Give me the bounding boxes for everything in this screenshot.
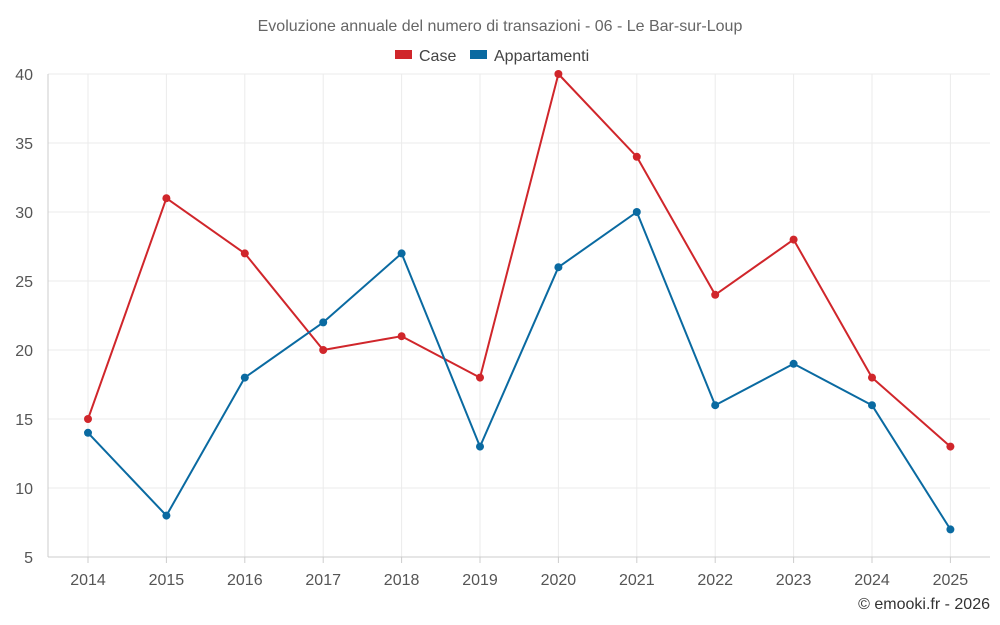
x-tick-label: 2020: [541, 572, 577, 589]
y-axis-ticks: 5 10 15 20 25 30 35 40: [15, 67, 33, 567]
y-tick-label: 5: [24, 550, 33, 567]
x-tick-label: 2019: [462, 572, 498, 589]
x-tick-label: 2025: [933, 572, 969, 589]
data-point-appartamenti: [789, 359, 798, 368]
data-point-appartamenti: [868, 401, 876, 410]
y-tick-label: 40: [15, 67, 33, 84]
legend-swatch-case: [395, 50, 412, 59]
chart-title: Evoluzione annuale del numero di transaz…: [258, 18, 743, 35]
data-point-appartamenti: [946, 525, 955, 534]
x-tick-label: 2021: [619, 572, 655, 589]
series-line-appartamenti: [87, 211, 952, 530]
x-tick-label: 2014: [70, 572, 106, 589]
data-point-case: [397, 332, 406, 341]
data-point-appartamenti: [632, 208, 641, 216]
y-tick-label: 30: [15, 205, 33, 222]
data-point-appartamenti: [240, 373, 249, 382]
y-tick-label: 20: [15, 343, 33, 360]
axes: [47, 74, 990, 563]
y-tick-label: 15: [15, 412, 33, 429]
data-point-case: [162, 194, 171, 203]
data-point-appartamenti: [162, 511, 171, 520]
credit-text: © emooki.fr - 2026: [858, 596, 990, 613]
data-point-appartamenti: [711, 401, 720, 410]
data-point-appartamenti: [84, 428, 92, 437]
data-point-appartamenti: [554, 263, 563, 272]
x-tick-label: 2017: [305, 572, 341, 589]
series-line-case: [87, 73, 952, 448]
y-tick-label: 25: [15, 274, 33, 291]
data-point-case: [632, 152, 641, 161]
data-point-case: [711, 290, 720, 299]
x-tick-label: 2016: [227, 572, 263, 589]
data-point-appartamenti: [397, 249, 406, 258]
series-layer: [84, 70, 955, 534]
data-point-case: [84, 415, 92, 423]
data-point-case: [868, 373, 876, 382]
grid: [48, 73, 990, 557]
data-point-case: [240, 249, 249, 258]
x-tick-label: 2015: [149, 572, 185, 589]
data-point-case: [476, 373, 484, 382]
legend-label-appartamenti: Appartamenti: [494, 48, 589, 65]
data-point-case: [554, 70, 563, 78]
data-point-case: [946, 442, 955, 451]
data-point-appartamenti: [319, 318, 328, 327]
x-tick-label: 2018: [384, 572, 420, 589]
data-point-appartamenti: [476, 442, 484, 451]
x-tick-label: 2023: [776, 572, 812, 589]
x-axis-ticks: 2014 2015 2016 2017 2018 2019 2020 2021 2022 2023…: [70, 572, 968, 589]
y-tick-label: 10: [15, 481, 33, 498]
x-tick-label: 2024: [854, 572, 890, 589]
legend-swatch-appartamenti: [470, 50, 487, 59]
data-point-case: [789, 235, 798, 244]
y-tick-label: 35: [15, 136, 33, 153]
x-tick-label: 2022: [697, 572, 733, 589]
data-point-case: [319, 346, 328, 354]
legend: Case Appartamenti: [395, 48, 589, 65]
legend-label-case: Case: [419, 48, 456, 65]
